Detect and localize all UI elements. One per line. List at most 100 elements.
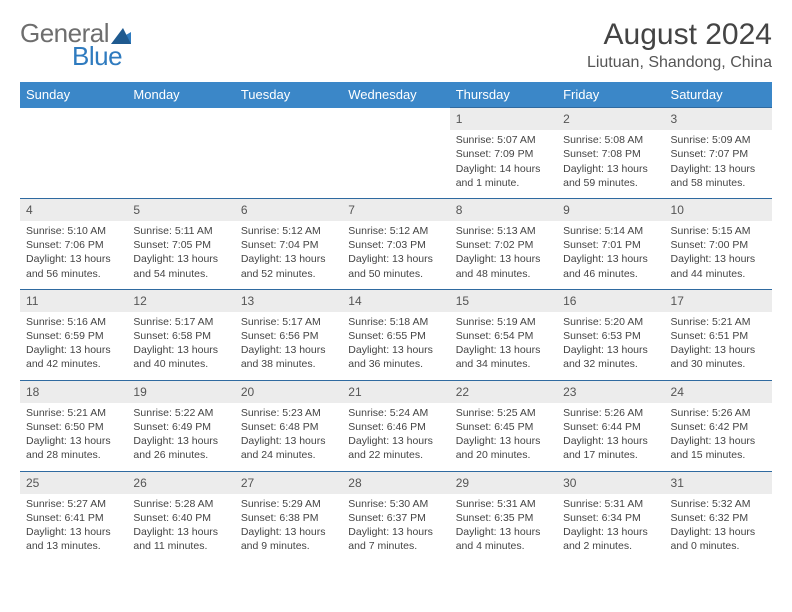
sunrise-text: Sunrise: 5:27 AM bbox=[26, 497, 121, 511]
logo: GeneralBlue bbox=[20, 18, 131, 72]
daylight-text: Daylight: 13 hours and 2 minutes. bbox=[563, 525, 658, 553]
sunrise-text: Sunrise: 5:19 AM bbox=[456, 315, 551, 329]
sunrise-text: Sunrise: 5:17 AM bbox=[241, 315, 336, 329]
sunrise-text: Sunrise: 5:18 AM bbox=[348, 315, 443, 329]
day-number: 16 bbox=[557, 289, 664, 312]
day-detail: Sunrise: 5:18 AMSunset: 6:55 PMDaylight:… bbox=[342, 312, 449, 380]
sunset-text: Sunset: 7:05 PM bbox=[133, 238, 228, 252]
weekday-header: Tuesday bbox=[235, 82, 342, 108]
day-number-row: 123 bbox=[20, 108, 772, 131]
daylight-text: Daylight: 13 hours and 44 minutes. bbox=[671, 252, 766, 280]
day-detail: Sunrise: 5:14 AMSunset: 7:01 PMDaylight:… bbox=[557, 221, 664, 289]
sunrise-text: Sunrise: 5:31 AM bbox=[563, 497, 658, 511]
day-detail: Sunrise: 5:30 AMSunset: 6:37 PMDaylight:… bbox=[342, 494, 449, 562]
daylight-text: Daylight: 13 hours and 48 minutes. bbox=[456, 252, 551, 280]
day-number: 17 bbox=[665, 289, 772, 312]
sunrise-text: Sunrise: 5:31 AM bbox=[456, 497, 551, 511]
sunrise-text: Sunrise: 5:11 AM bbox=[133, 224, 228, 238]
sunset-text: Sunset: 6:44 PM bbox=[563, 420, 658, 434]
sunrise-text: Sunrise: 5:29 AM bbox=[241, 497, 336, 511]
sunrise-text: Sunrise: 5:09 AM bbox=[671, 133, 766, 147]
sunset-text: Sunset: 6:45 PM bbox=[456, 420, 551, 434]
day-number: 5 bbox=[127, 198, 234, 221]
day-number: 12 bbox=[127, 289, 234, 312]
weekday-header: Sunday bbox=[20, 82, 127, 108]
daylight-text: Daylight: 13 hours and 42 minutes. bbox=[26, 343, 121, 371]
daylight-text: Daylight: 13 hours and 56 minutes. bbox=[26, 252, 121, 280]
day-detail: Sunrise: 5:17 AMSunset: 6:58 PMDaylight:… bbox=[127, 312, 234, 380]
weekday-header-row: Sunday Monday Tuesday Wednesday Thursday… bbox=[20, 82, 772, 108]
daylight-text: Daylight: 13 hours and 22 minutes. bbox=[348, 434, 443, 462]
logo-text-blue: Blue bbox=[72, 41, 122, 71]
sunset-text: Sunset: 6:40 PM bbox=[133, 511, 228, 525]
sunset-text: Sunset: 7:00 PM bbox=[671, 238, 766, 252]
sunrise-text: Sunrise: 5:23 AM bbox=[241, 406, 336, 420]
day-detail bbox=[20, 130, 127, 198]
sunset-text: Sunset: 6:34 PM bbox=[563, 511, 658, 525]
day-number: 11 bbox=[20, 289, 127, 312]
day-detail-row: Sunrise: 5:07 AMSunset: 7:09 PMDaylight:… bbox=[20, 130, 772, 198]
day-number: 6 bbox=[235, 198, 342, 221]
day-detail: Sunrise: 5:19 AMSunset: 6:54 PMDaylight:… bbox=[450, 312, 557, 380]
daylight-text: Daylight: 13 hours and 17 minutes. bbox=[563, 434, 658, 462]
month-title: August 2024 bbox=[587, 18, 772, 52]
sunrise-text: Sunrise: 5:22 AM bbox=[133, 406, 228, 420]
day-number bbox=[235, 108, 342, 131]
sunset-text: Sunset: 6:38 PM bbox=[241, 511, 336, 525]
day-number: 8 bbox=[450, 198, 557, 221]
day-number: 30 bbox=[557, 471, 664, 494]
day-number-row: 45678910 bbox=[20, 198, 772, 221]
daylight-text: Daylight: 13 hours and 58 minutes. bbox=[671, 162, 766, 190]
daylight-text: Daylight: 13 hours and 26 minutes. bbox=[133, 434, 228, 462]
day-detail: Sunrise: 5:12 AMSunset: 7:03 PMDaylight:… bbox=[342, 221, 449, 289]
day-detail: Sunrise: 5:29 AMSunset: 6:38 PMDaylight:… bbox=[235, 494, 342, 562]
daylight-text: Daylight: 13 hours and 34 minutes. bbox=[456, 343, 551, 371]
day-detail-row: Sunrise: 5:21 AMSunset: 6:50 PMDaylight:… bbox=[20, 403, 772, 471]
sunrise-text: Sunrise: 5:32 AM bbox=[671, 497, 766, 511]
day-detail-row: Sunrise: 5:16 AMSunset: 6:59 PMDaylight:… bbox=[20, 312, 772, 380]
sunrise-text: Sunrise: 5:20 AM bbox=[563, 315, 658, 329]
sunset-text: Sunset: 6:41 PM bbox=[26, 511, 121, 525]
daylight-text: Daylight: 14 hours and 1 minute. bbox=[456, 162, 551, 190]
daylight-text: Daylight: 13 hours and 52 minutes. bbox=[241, 252, 336, 280]
sunset-text: Sunset: 7:01 PM bbox=[563, 238, 658, 252]
day-detail: Sunrise: 5:20 AMSunset: 6:53 PMDaylight:… bbox=[557, 312, 664, 380]
weekday-header: Monday bbox=[127, 82, 234, 108]
sunset-text: Sunset: 6:37 PM bbox=[348, 511, 443, 525]
sunset-text: Sunset: 7:06 PM bbox=[26, 238, 121, 252]
sunset-text: Sunset: 6:53 PM bbox=[563, 329, 658, 343]
day-number: 19 bbox=[127, 380, 234, 403]
day-detail bbox=[127, 130, 234, 198]
sunrise-text: Sunrise: 5:16 AM bbox=[26, 315, 121, 329]
day-number-row: 18192021222324 bbox=[20, 380, 772, 403]
day-detail-row: Sunrise: 5:10 AMSunset: 7:06 PMDaylight:… bbox=[20, 221, 772, 289]
day-number: 28 bbox=[342, 471, 449, 494]
day-number: 26 bbox=[127, 471, 234, 494]
day-number: 7 bbox=[342, 198, 449, 221]
sunrise-text: Sunrise: 5:30 AM bbox=[348, 497, 443, 511]
day-detail: Sunrise: 5:26 AMSunset: 6:44 PMDaylight:… bbox=[557, 403, 664, 471]
day-number: 24 bbox=[665, 380, 772, 403]
sunset-text: Sunset: 6:32 PM bbox=[671, 511, 766, 525]
daylight-text: Daylight: 13 hours and 11 minutes. bbox=[133, 525, 228, 553]
day-number: 10 bbox=[665, 198, 772, 221]
sunset-text: Sunset: 6:58 PM bbox=[133, 329, 228, 343]
weekday-header: Wednesday bbox=[342, 82, 449, 108]
daylight-text: Daylight: 13 hours and 30 minutes. bbox=[671, 343, 766, 371]
day-detail: Sunrise: 5:25 AMSunset: 6:45 PMDaylight:… bbox=[450, 403, 557, 471]
daylight-text: Daylight: 13 hours and 54 minutes. bbox=[133, 252, 228, 280]
day-detail: Sunrise: 5:08 AMSunset: 7:08 PMDaylight:… bbox=[557, 130, 664, 198]
day-number: 18 bbox=[20, 380, 127, 403]
sunrise-text: Sunrise: 5:26 AM bbox=[671, 406, 766, 420]
day-number: 3 bbox=[665, 108, 772, 131]
day-number: 25 bbox=[20, 471, 127, 494]
day-number: 4 bbox=[20, 198, 127, 221]
sunrise-text: Sunrise: 5:28 AM bbox=[133, 497, 228, 511]
day-number: 14 bbox=[342, 289, 449, 312]
sunset-text: Sunset: 6:59 PM bbox=[26, 329, 121, 343]
sunset-text: Sunset: 7:08 PM bbox=[563, 147, 658, 161]
sunset-text: Sunset: 6:42 PM bbox=[671, 420, 766, 434]
day-detail: Sunrise: 5:32 AMSunset: 6:32 PMDaylight:… bbox=[665, 494, 772, 562]
day-number bbox=[127, 108, 234, 131]
sunrise-text: Sunrise: 5:12 AM bbox=[348, 224, 443, 238]
